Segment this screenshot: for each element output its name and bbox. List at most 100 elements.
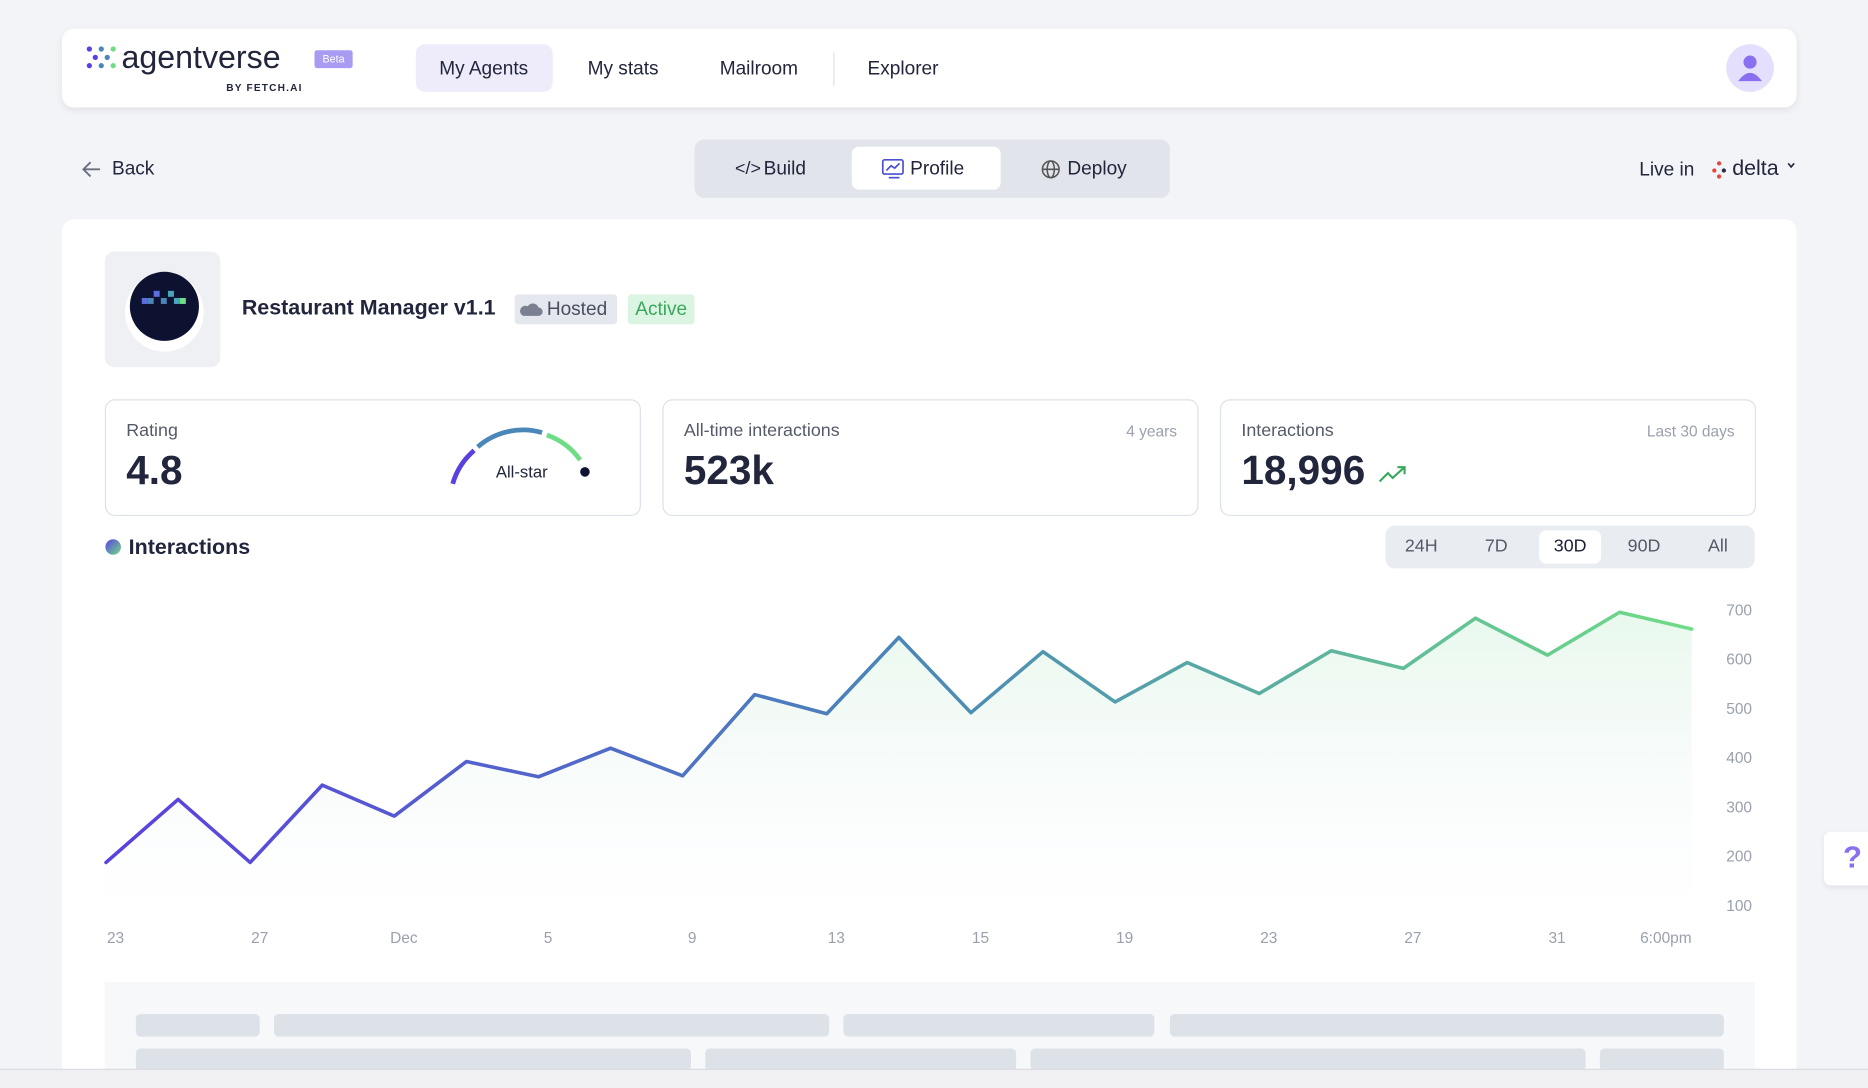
line: [104, 610, 1694, 865]
logo-sub: BY FETCH.AI: [226, 83, 302, 94]
network-chevron[interactable]: [1787, 162, 1795, 169]
deploy-icon: [1041, 160, 1060, 179]
nav-active-bg: [415, 44, 553, 92]
x-tick-label: 13: [828, 930, 845, 947]
delta-icon: [1712, 161, 1726, 179]
stat-value: 4.8: [126, 447, 182, 493]
back-button[interactable]: Back: [112, 158, 155, 179]
stat-label: Interactions: [1241, 420, 1333, 440]
tab-active-bg: [851, 146, 1001, 190]
gauge-arc: [476, 427, 543, 449]
y-tick-label: 500: [1726, 701, 1752, 718]
logo-icon: [110, 63, 116, 69]
profile-icon: [885, 162, 901, 172]
chart-title: Interactions: [129, 535, 251, 559]
skeleton-rows: [705, 1048, 1017, 1072]
x-tick-label: 5: [544, 930, 553, 947]
nav-item[interactable]: My stats: [588, 58, 659, 79]
y-tick-label: 600: [1726, 652, 1752, 669]
tab[interactable]: Build: [764, 158, 806, 179]
x-tick-label: 15: [972, 930, 989, 947]
x-tick-label: 19: [1116, 930, 1133, 947]
stat-card: [104, 399, 641, 517]
agent-avatar: [179, 297, 186, 304]
stat-label: Rating: [126, 420, 178, 440]
x-tick-label: 27: [1404, 930, 1421, 947]
gauge-arc: [545, 432, 583, 462]
range-button[interactable]: 90D: [1628, 536, 1661, 556]
network-name[interactable]: delta: [1732, 156, 1779, 180]
delta-icon: [1716, 161, 1722, 166]
logo-icon: [110, 46, 116, 52]
gauge-pointer: [580, 467, 590, 477]
user-avatar[interactable]: [1726, 44, 1774, 92]
skeleton-rows: [135, 1013, 1724, 1072]
area: [106, 612, 1692, 907]
agent-avatar: [125, 271, 204, 352]
y-tick-label: 700: [1726, 602, 1752, 619]
nav-item[interactable]: My Agents: [439, 58, 528, 79]
y-tick-label: 300: [1726, 799, 1752, 816]
y-tick-label: 200: [1726, 849, 1752, 866]
skeleton-rows: [1030, 1048, 1586, 1072]
live-in-label: Live in: [1639, 160, 1694, 181]
active-badge: [627, 294, 695, 325]
stat-card: [662, 399, 1199, 517]
beta-label: Beta: [323, 54, 345, 66]
logo-icon: [98, 46, 104, 52]
agent-avatar: [173, 297, 180, 304]
x-tick-label: 6:00pm: [1640, 930, 1692, 947]
logo-icon: [86, 46, 116, 69]
plot: 100 200 300 400 500 600 700 23 27 Dec 5 9 13 15 19 23 27…: [104, 602, 1752, 947]
range-active-bg: [1539, 530, 1602, 564]
skeleton-rows: [1599, 1048, 1724, 1072]
stat-value: 18,996: [1241, 447, 1365, 493]
nav-item[interactable]: Explorer: [868, 58, 940, 79]
range-button[interactable]: 24H: [1405, 536, 1438, 556]
stat-note: Last 30 days: [1647, 424, 1735, 441]
user-avatar: [1738, 72, 1762, 82]
range-button[interactable]: All: [1708, 536, 1728, 556]
nav-item[interactable]: Mailroom: [720, 58, 798, 79]
logo-icon: [92, 54, 98, 60]
skeleton-rows: [274, 1013, 830, 1037]
logo[interactable]: agentverse: [122, 39, 281, 75]
x-tick-label: 9: [688, 930, 697, 947]
agent-avatar: [141, 297, 148, 304]
user-avatar: [1743, 55, 1757, 69]
stat-card: [1219, 399, 1757, 517]
y-tick-label: 400: [1726, 750, 1752, 767]
agent-avatar: [129, 271, 199, 341]
bottom-bar: [0, 1068, 1868, 1088]
help-button[interactable]: ?: [1843, 839, 1862, 874]
delta-icon: [1716, 174, 1722, 179]
skeleton-rows: [843, 1013, 1155, 1037]
badge-label: Active: [635, 299, 687, 320]
gauge-label: All-star: [496, 463, 548, 482]
x-tick-label: 23: [107, 930, 124, 947]
agent-avatar: [167, 290, 174, 297]
skeleton-rows: [135, 1048, 691, 1072]
logo-icon: [98, 63, 104, 69]
logo-icon: [104, 54, 110, 60]
logo-icon: [86, 63, 92, 69]
delta-icon: [1712, 168, 1717, 173]
agent-name: Restaurant Manager v1.1: [242, 295, 496, 319]
tab[interactable]: Deploy: [1067, 158, 1127, 179]
x-tick-label: 23: [1260, 930, 1277, 947]
skeleton-rows: [1169, 1013, 1724, 1037]
tab[interactable]: Profile: [910, 158, 964, 179]
build-icon: </>: [735, 158, 761, 178]
gauge-arc: [450, 448, 476, 485]
agent-avatar: [147, 297, 154, 304]
back-arrow[interactable]: [82, 161, 101, 178]
x-tick-label: 27: [251, 930, 268, 947]
range-buttons: 24H 7D 30D 90D All: [1405, 530, 1728, 564]
help-tab[interactable]: [1823, 831, 1868, 886]
range-button[interactable]: 30D: [1554, 536, 1587, 556]
profile-icon: [881, 158, 904, 179]
logo-icon: [86, 46, 92, 52]
range-button[interactable]: 7D: [1485, 536, 1508, 556]
delta-icon: [1721, 168, 1726, 173]
